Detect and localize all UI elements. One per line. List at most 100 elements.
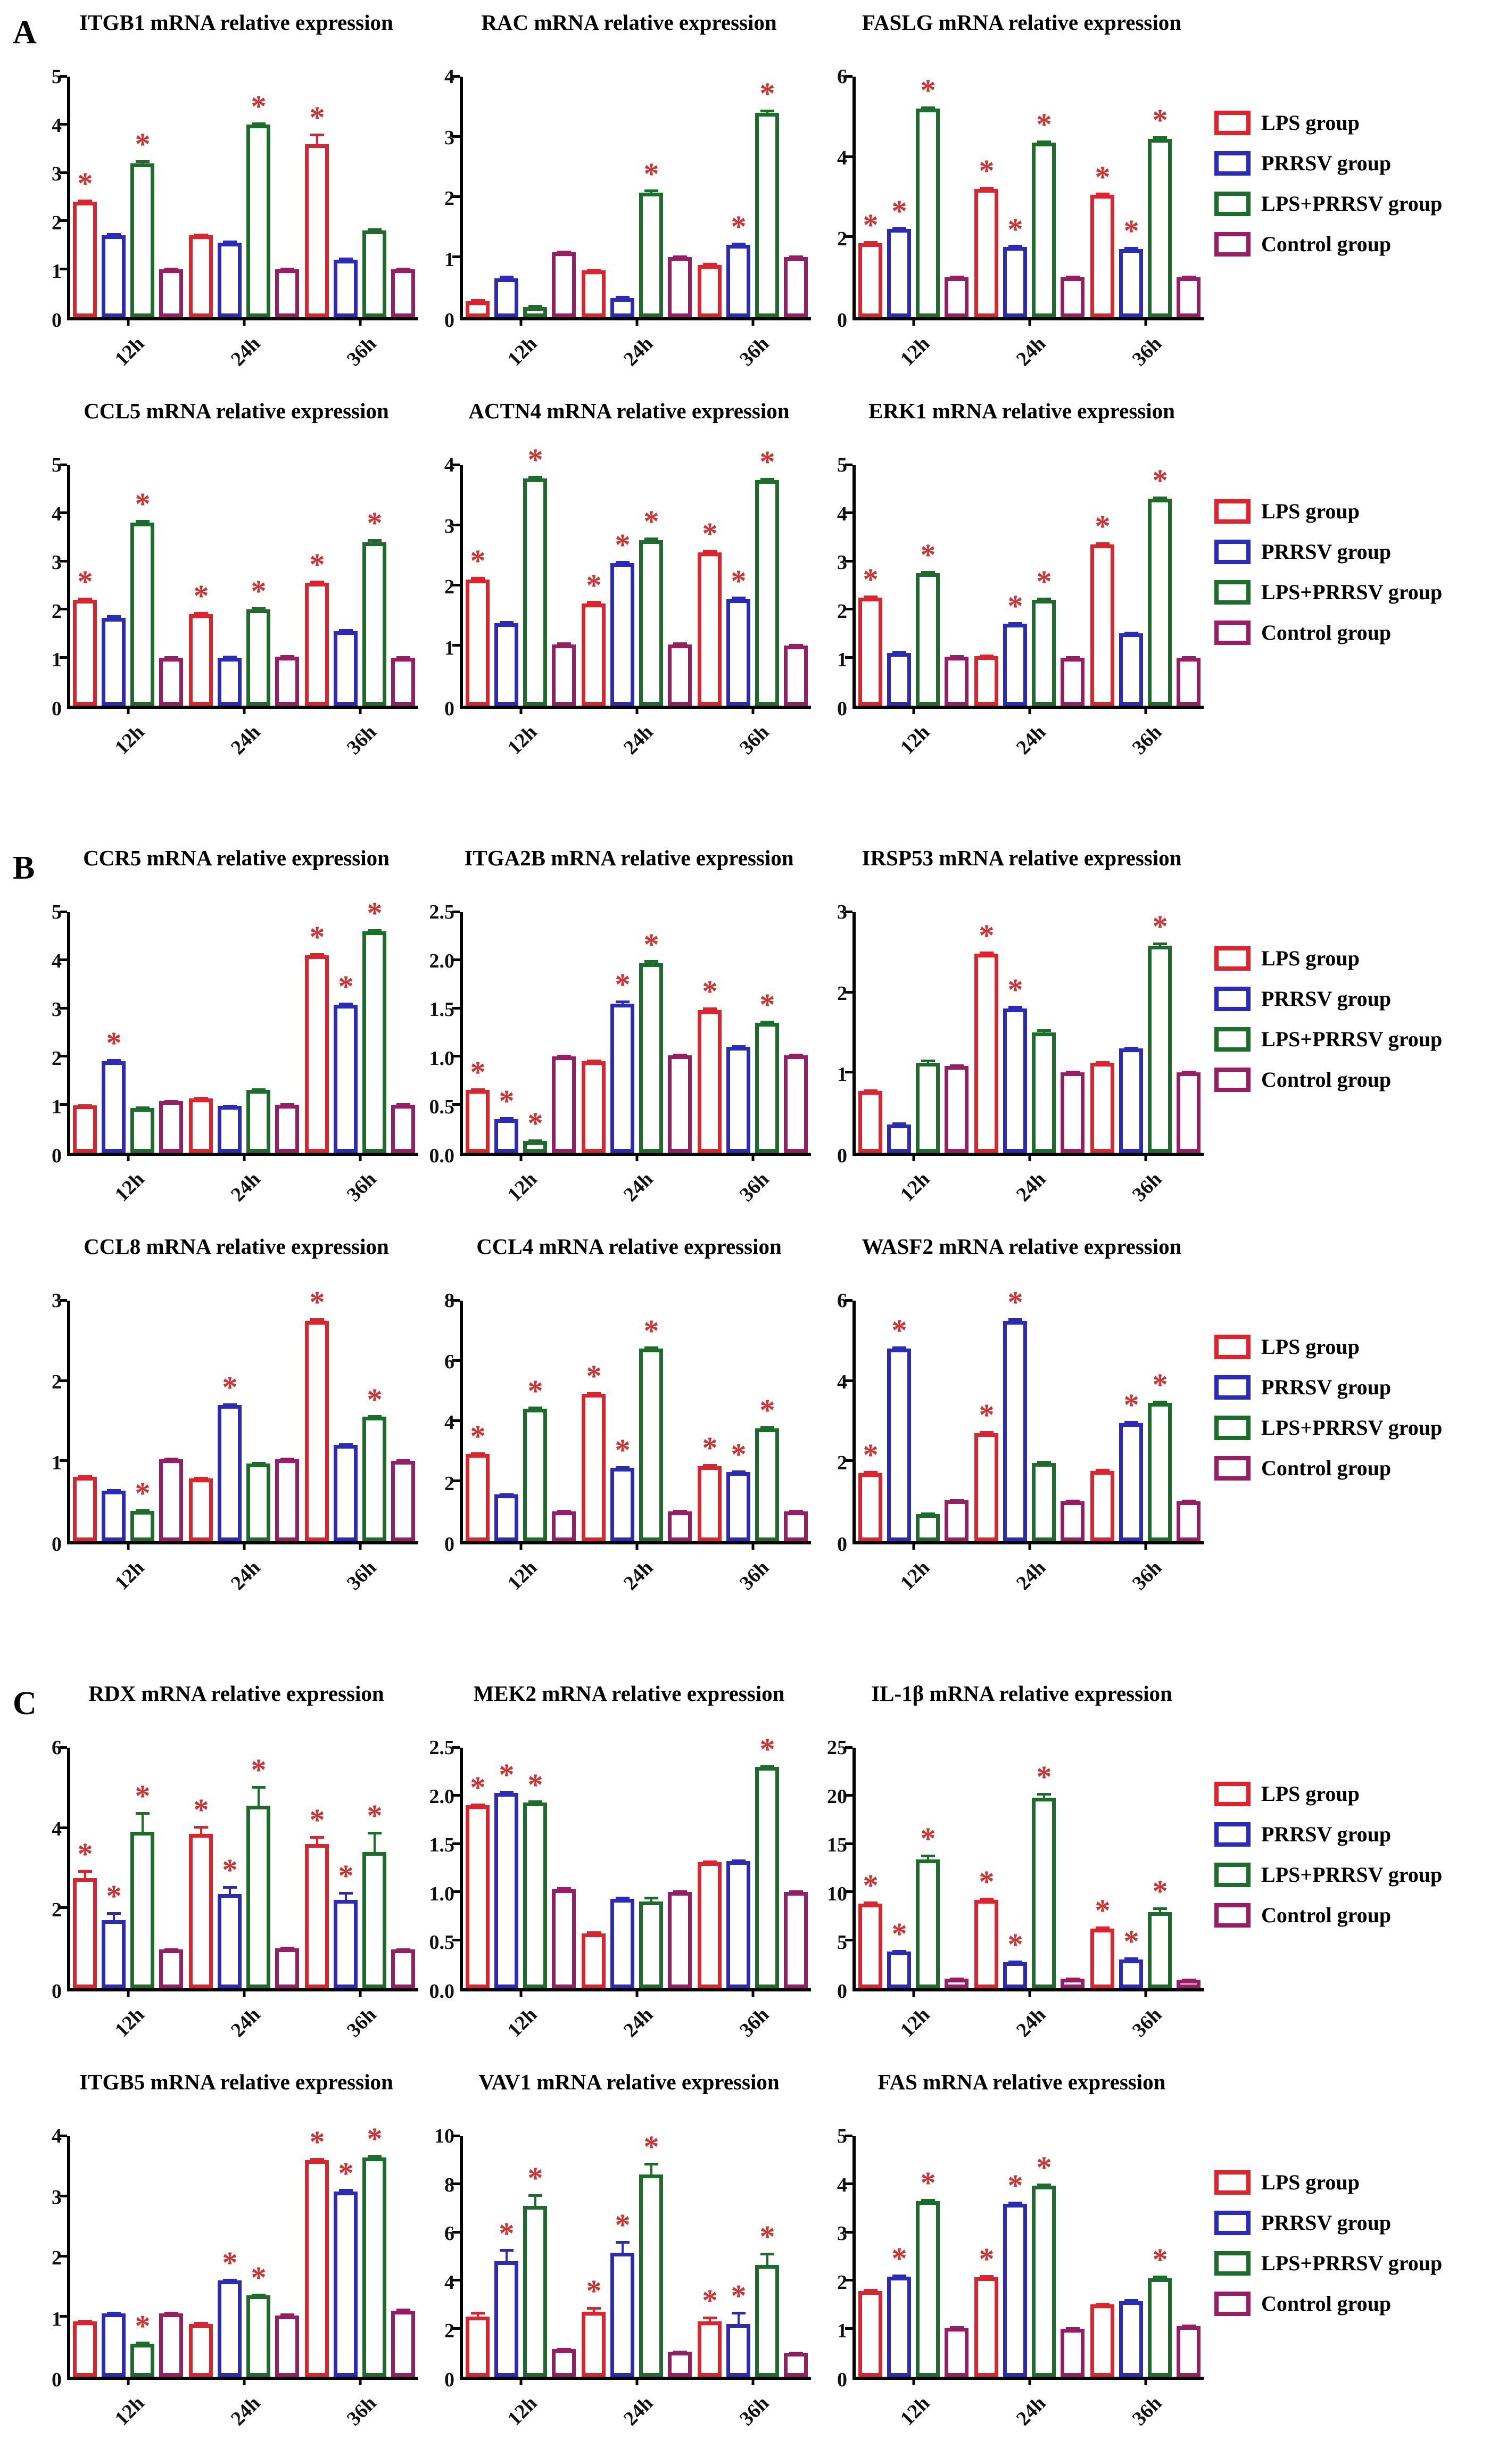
- legend-swatch-icon: [1214, 1903, 1251, 1928]
- bar: *: [1148, 1301, 1172, 1541]
- bar-rect: [334, 2191, 358, 2377]
- significance-star: *: [470, 1054, 486, 1089]
- bar-group: * *: [856, 465, 972, 706]
- error-bar: [280, 2313, 294, 2317]
- y-tick: [845, 2230, 852, 2234]
- significance-star: *: [891, 1916, 907, 1951]
- x-tick-label: 24h: [1012, 1168, 1050, 1206]
- bar: *: [698, 465, 722, 706]
- plot-area: 0 2 4 6 8 12h 24h 36h * * * * * * * *: [426, 1291, 811, 1594]
- bar-rect: [246, 125, 271, 317]
- significance-star: *: [367, 895, 383, 930]
- bar: *: [582, 1301, 606, 1541]
- x-tick-label: 24h: [1012, 721, 1050, 759]
- bar-rect: [726, 1861, 751, 1988]
- error-bar: [251, 1461, 266, 1465]
- significance-star: *: [979, 917, 995, 953]
- x-tick: [243, 317, 246, 326]
- error-bar: [1124, 2299, 1138, 2302]
- bar-rect: [1003, 2203, 1028, 2377]
- x-tick: [127, 706, 130, 714]
- chart-faslg: FASLG mRNA relative expression 0 2 4 6 12h 24h…: [818, 10, 1204, 388]
- error-bar: [222, 1886, 237, 1894]
- error-bar: [1037, 1793, 1051, 1798]
- error-bar: [892, 1122, 906, 1125]
- bar-group: * *: [463, 1301, 579, 1541]
- error-bar: [789, 255, 803, 258]
- y-tick-label: 1: [444, 636, 454, 659]
- y-tick: [60, 2255, 67, 2258]
- error-bar: [164, 1948, 178, 1951]
- bar-rect: [246, 1806, 271, 1988]
- legend-item: PRRSV group: [1214, 2211, 1442, 2235]
- x-tick: [1028, 1541, 1031, 1550]
- bar: *: [334, 912, 358, 1153]
- bar: *: [639, 2131, 664, 2377]
- x-tick-label: 36h: [735, 2003, 774, 2042]
- y-tick-label: 0: [52, 2369, 62, 2391]
- bar-rect: [275, 269, 300, 317]
- bar-rect: [1061, 1978, 1085, 1988]
- panel-a: A ITGB1 mRNA relative expression 0 1 2 3 4 5 12…: [0, 0, 1490, 777]
- bar: *: [974, 912, 999, 1153]
- bar: *: [1090, 465, 1115, 706]
- legend-item: PRRSV group: [1214, 1375, 1442, 1400]
- bar: [552, 2136, 576, 2377]
- x-tick-label: 36h: [1128, 2392, 1166, 2430]
- bar-rect: [1148, 1912, 1172, 1988]
- bar-rect: [1148, 2278, 1172, 2377]
- chart-row: CCL5 mRNA relative expression 0 1 2 3 4 5 12h 24…: [0, 398, 1490, 777]
- significance-star: *: [643, 927, 659, 962]
- bar-group: * *: [463, 444, 579, 706]
- error-bar: [1095, 2302, 1110, 2305]
- bar-rect: [582, 2311, 606, 2377]
- error-bar: [1181, 656, 1196, 659]
- bar-group: * * *: [972, 77, 1088, 317]
- error-bar: [702, 1464, 717, 1467]
- plot-area: 0 1 2 3 12h 24h 36h * * * *: [33, 1287, 418, 1594]
- x-tick-label: 12h: [896, 2003, 934, 2042]
- x-tick: [359, 1988, 362, 1997]
- bar: [189, 912, 213, 1153]
- x-tick-label: 12h: [503, 1168, 542, 1206]
- error-bar: [135, 1509, 150, 1512]
- bar-rect: [334, 631, 358, 706]
- legend-swatch-icon: [1214, 1822, 1251, 1847]
- x-tick: [751, 706, 755, 714]
- bar: *: [305, 1287, 329, 1541]
- significance-star: *: [106, 1878, 122, 1913]
- y-axis: 0 1 2 3 4: [426, 455, 460, 719]
- bar: *: [523, 912, 548, 1153]
- x-tick: [519, 2377, 523, 2385]
- error-bar: [949, 2326, 964, 2329]
- y-tick-label: 3: [837, 551, 847, 574]
- bar: *: [246, 77, 271, 317]
- error-bar: [280, 267, 294, 270]
- bar-rect: [391, 1104, 416, 1153]
- bar: *: [858, 1301, 883, 1541]
- error-bar: [222, 241, 237, 244]
- error-bar: [194, 1825, 208, 1834]
- error-bar: [1065, 1978, 1080, 1981]
- bar-rect: [552, 644, 576, 706]
- error-bar: [1153, 1401, 1167, 1404]
- bar-group: [579, 1748, 695, 1988]
- error-bar: [499, 2249, 514, 2262]
- error-bar: [470, 1452, 485, 1455]
- y-tick: [452, 2230, 460, 2234]
- y-axis: 0 1 2 3 4 5: [33, 67, 67, 330]
- bars-layer: * * * *: [463, 1733, 811, 1988]
- x-tick: [519, 1988, 523, 1997]
- bar: *: [887, 1748, 912, 1988]
- x-tick-label: 12h: [896, 721, 934, 759]
- error-bar: [921, 1854, 935, 1859]
- bar: [218, 465, 242, 706]
- bar: [1032, 912, 1056, 1153]
- significance-star: *: [1036, 564, 1052, 599]
- error-bar: [731, 242, 746, 245]
- bar-group: * * *: [1088, 1748, 1204, 1988]
- error-bar: [1181, 1071, 1196, 1074]
- bar-rect: [73, 600, 97, 706]
- significance-star: *: [338, 1858, 354, 1894]
- bar-rect: [858, 2291, 883, 2377]
